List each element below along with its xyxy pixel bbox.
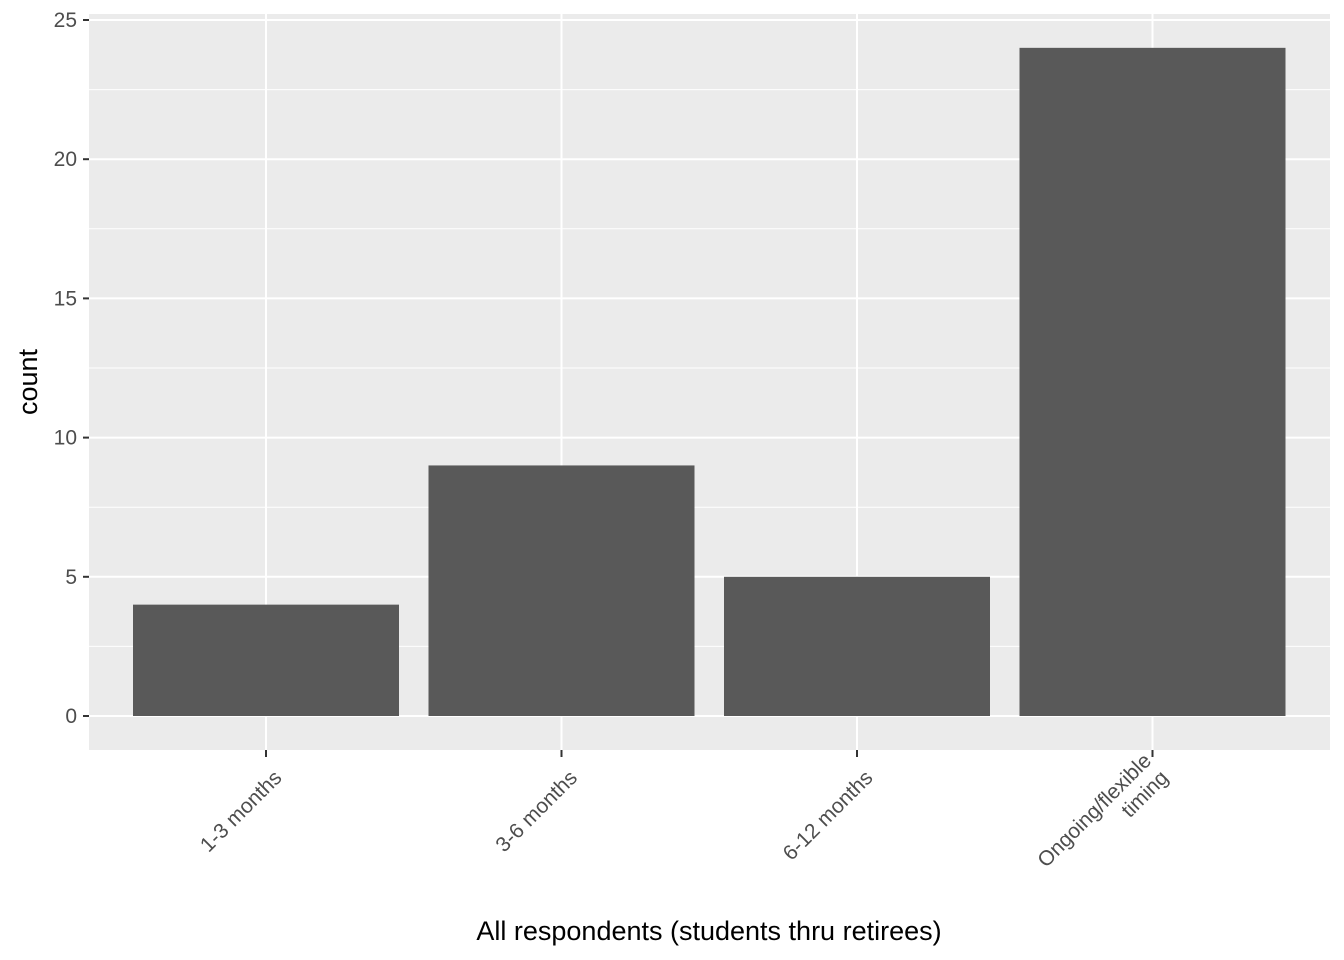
y-axis: 0 5 10 15 20 25 xyxy=(54,9,89,728)
x-tick-label: 3-6 months xyxy=(491,766,582,857)
bars xyxy=(133,47,1286,716)
y-axis-title: count xyxy=(13,348,43,415)
y-tick-label: 5 xyxy=(65,566,77,589)
x-axis-title: All respondents (students thru retirees) xyxy=(476,916,941,946)
x-tick-label: Ongoing/flexibletiming xyxy=(1033,749,1173,889)
y-tick-label: 15 xyxy=(54,287,77,310)
x-axis: 1-3 months 3-6 months 6-12 months Ongoing/f… xyxy=(196,749,1173,889)
y-tick-label: 10 xyxy=(54,427,77,450)
bar xyxy=(428,465,695,716)
y-tick-label: 0 xyxy=(65,705,77,728)
y-tick-label: 20 xyxy=(54,148,77,171)
bar xyxy=(724,576,990,716)
y-tick-label: 25 xyxy=(54,9,77,32)
x-tick-label: 6-12 months xyxy=(779,766,878,865)
bar xyxy=(1019,47,1286,716)
bar xyxy=(133,604,399,716)
x-tick-label: 1-3 months xyxy=(196,766,287,857)
